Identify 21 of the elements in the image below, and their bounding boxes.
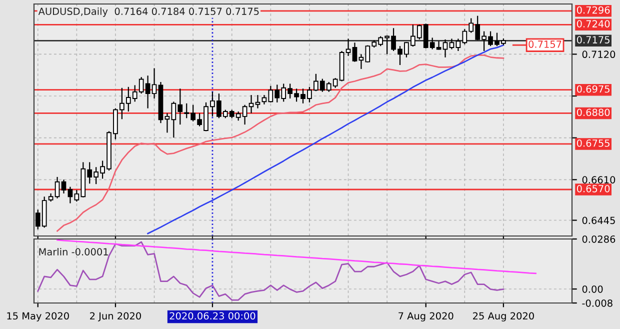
ref-line-label: 0.6880	[576, 108, 610, 116]
ref-line-label: 0.7296	[576, 6, 610, 14]
y-tick-label: 0.0286	[582, 235, 616, 243]
y-tick-label: 0.00	[582, 285, 603, 293]
ref-line-label: 0.6755	[576, 139, 610, 147]
x-tick-label: 7 Aug 2020	[398, 312, 454, 322]
y-tick-label: 0.6445	[582, 216, 615, 224]
y-tick-label: -0.008	[582, 299, 612, 307]
x-tick-label: 2 Jun 2020	[90, 312, 141, 322]
x-tick-label: 2020.06.23 00:00	[170, 312, 256, 320]
ref-line-label: 0.6975	[576, 85, 610, 93]
y-tick-label: 0.7120	[582, 50, 616, 58]
y-tick-label: 0.6610	[582, 176, 616, 184]
ref-line-label: 0.7240	[576, 20, 610, 28]
x-tick-label: 15 May 2020	[7, 312, 69, 322]
chart-title: AUDUSD,Daily 0.7164 0.7184 0.7157 0.7175	[38, 7, 259, 17]
ref-line-label: 0.7175	[576, 36, 610, 44]
x-tick-label: 25 Aug 2020	[473, 312, 534, 322]
ref-line-label: 0.6570	[576, 184, 610, 192]
annotation: 0.7157	[528, 40, 562, 48]
text: Marlin -0.0001	[39, 248, 108, 256]
